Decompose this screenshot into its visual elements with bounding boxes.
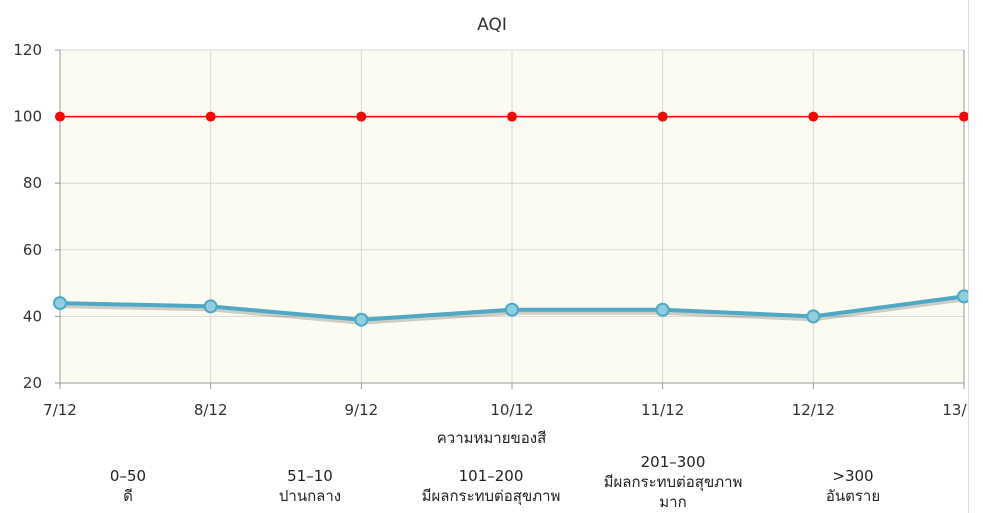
axes: 7/12 8/12 9/12 10/12 11/12 12/12 13/1220406080…: [13, 41, 983, 419]
legend-item-hazardous: >300 อันตราย: [758, 466, 948, 506]
series-point-aqi: [53, 296, 67, 311]
x-tick-label: 10/12: [490, 401, 533, 419]
legend-item-moderate: 51–10 ปานกลาง: [215, 466, 405, 506]
legend-meaning: มีผลกระทบต่อสุขภาพ: [421, 487, 561, 505]
series-layer: [53, 111, 971, 327]
series-point-reference: [356, 111, 367, 122]
legend-range: 101–200: [458, 467, 524, 485]
right-panel-edge: [968, 0, 983, 513]
x-tick-label: 11/12: [641, 401, 684, 419]
y-tick-label: 100: [13, 108, 42, 126]
series-point-reference: [55, 111, 65, 122]
legend-title: ความหมายของสี: [436, 429, 547, 447]
series-point-reference: [507, 111, 517, 122]
legend-range: >300: [832, 467, 874, 485]
legend-item-unhealthy: 101–200 มีผลกระทบต่อสุขภาพ: [396, 466, 586, 506]
x-tick-label: 7/12: [43, 401, 77, 419]
aqi-color-legend: 0–50 ดี 51–10 ปานกลาง 101–200 มีผลกระทบต…: [0, 448, 983, 513]
y-tick-label: 120: [13, 41, 42, 59]
y-tick-label: 80: [23, 174, 42, 192]
x-tick-label: 8/12: [194, 401, 228, 419]
series-point-aqi: [655, 302, 670, 317]
y-tick-label: 20: [23, 374, 42, 392]
aqi-line-chart: AQI 7/12 8/12 9/12 10/12 11/12 12/12 13/122040…: [13, 15, 983, 419]
series-point-reference: [657, 111, 668, 122]
legend-meaning: ดี: [123, 487, 133, 505]
chart-title: AQI: [477, 15, 507, 35]
x-tick-label: 12/12: [792, 401, 835, 419]
y-tick-label: 40: [23, 307, 42, 325]
legend-meaning: ปานกลาง: [278, 487, 342, 505]
legend-range: 0–50: [109, 467, 147, 485]
legend-meaning: มีผลกระทบต่อสุขภาพมาก: [603, 473, 743, 511]
series-point-reference: [205, 111, 216, 122]
legend-item-very-unhealthy: 201–300 มีผลกระทบต่อสุขภาพมาก: [578, 452, 768, 512]
legend-range: 51–10: [287, 467, 333, 485]
series-point-aqi: [505, 302, 519, 317]
series-point-reference: [808, 111, 819, 122]
series-point-aqi: [354, 312, 369, 327]
series-point-reference: [959, 111, 969, 122]
series-point-aqi: [806, 309, 821, 324]
legend-range: 201–300: [640, 453, 706, 471]
legend-meaning: อันตราย: [825, 487, 881, 505]
legend-item-good: 0–50 ดี: [33, 466, 223, 506]
x-tick-label: 9/12: [344, 401, 378, 419]
y-tick-label: 60: [23, 241, 42, 259]
series-point-aqi: [203, 299, 218, 314]
